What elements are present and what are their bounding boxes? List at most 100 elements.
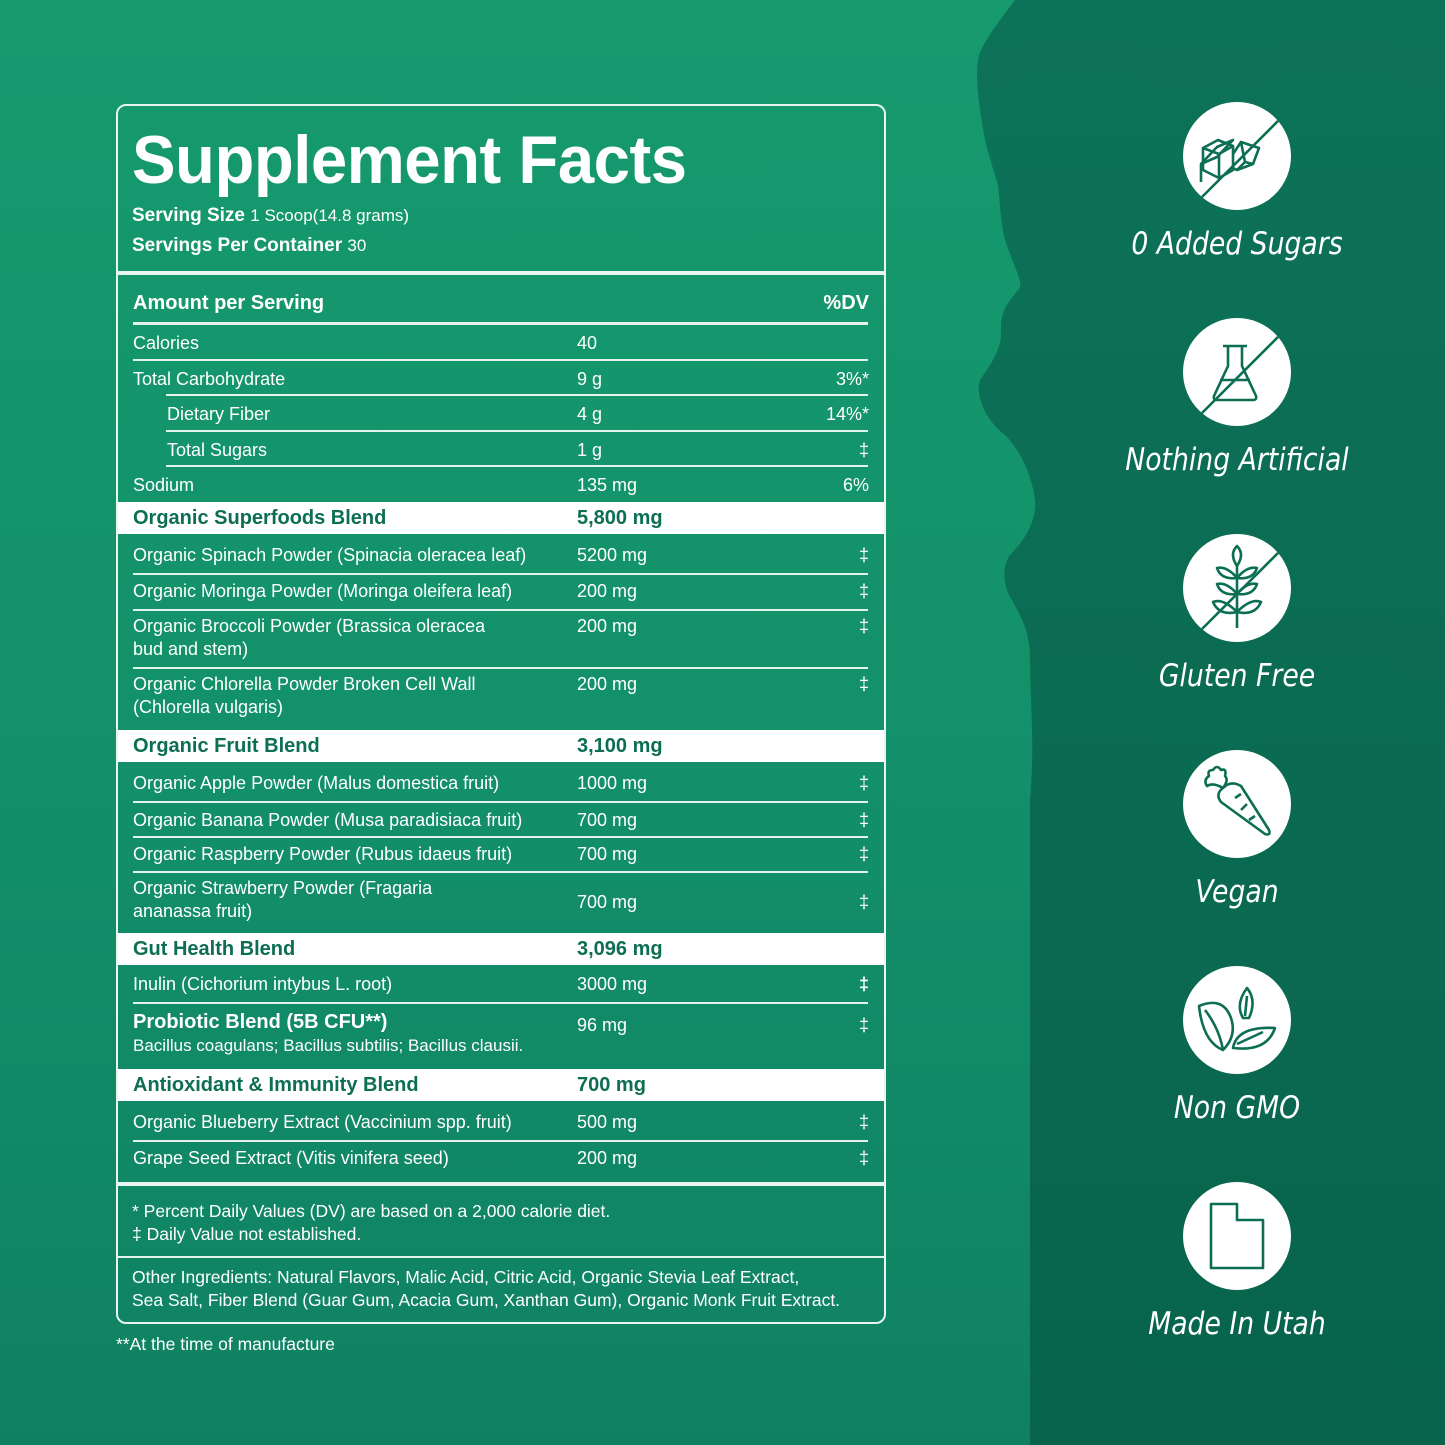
ingredient-dv: ‡ — [858, 810, 869, 830]
ingredient-name: Organic Broccoli Powder (Brassica olerac… — [133, 615, 485, 661]
ingredient-name-line1: Organic Strawberry Powder (Fragaria — [133, 878, 433, 898]
ingredient-name: Organic Apple Powder (Malus domestica fr… — [133, 773, 500, 793]
badge-non-gmo: Non GMO — [1087, 966, 1387, 1128]
ingredient-amount: 1000 mg — [577, 773, 648, 793]
nutrient-amount: 4 g — [577, 404, 603, 424]
badge-vegan: Vegan — [1087, 750, 1387, 912]
blend-amount: 3,100 mg — [577, 735, 663, 757]
blend-name: Organic Superfoods Blend — [133, 507, 387, 529]
ingredient-name: Organic Blueberry Extract (Vaccinium spp… — [133, 1112, 512, 1132]
badge-label: Gluten Free — [1158, 658, 1316, 694]
nutrient-amount: 9 g — [577, 369, 603, 389]
divider — [166, 465, 868, 467]
ingredient-dv: ‡ — [858, 892, 869, 912]
ingredient-dv: ‡ — [858, 581, 869, 601]
ingredient-name: Organic Moringa Powder (Moringa oleifera… — [133, 581, 513, 601]
serving-size-value: 1 Scoop(14.8 grams) — [250, 206, 410, 225]
dv-note: * Percent Daily Values (DV) are based on… — [132, 1201, 611, 1221]
badge-made-in-utah: Made In Utah — [1087, 1182, 1387, 1344]
badge-label: Non GMO — [1173, 1090, 1301, 1126]
carrot-icon — [1183, 750, 1291, 858]
nutrient-name: Calories — [133, 333, 200, 353]
nutrient-dv: ‡ — [858, 440, 869, 460]
servings-per-container-label: Servings Per Container — [132, 235, 343, 256]
divider — [133, 801, 868, 803]
ingredient-name: Organic Chlorella Powder Broken Cell Wal… — [133, 673, 475, 719]
nutrient-name: Total Carbohydrate — [133, 369, 286, 389]
ingredient-name: Organic Banana Powder (Musa paradisiaca … — [133, 810, 523, 830]
divider — [133, 836, 868, 838]
dv-header-label: %DV — [823, 292, 869, 314]
dv-footnote: * Percent Daily Values (DV) are based on… — [132, 1200, 610, 1246]
ingredient-amount: 3000 mg — [577, 974, 648, 994]
ingredient-dv: ‡ — [858, 1112, 869, 1132]
ingredient-amount: 96 mg — [577, 1015, 628, 1035]
ingredient-dv: ‡ — [858, 616, 869, 636]
blend-name: Gut Health Blend — [133, 938, 296, 960]
other-ingredients-line2: Sea Salt, Fiber Blend (Guar Gum, Acacia … — [132, 1290, 841, 1310]
nutrient-amount: 1 g — [577, 440, 603, 460]
ingredient-name: Organic Spinach Powder (Spinacia olerace… — [133, 545, 527, 565]
ingredient-dv: ‡ — [858, 1015, 869, 1035]
divider — [133, 359, 868, 361]
blend-amount: 700 mg — [577, 1074, 646, 1096]
nutrient-name: Total Sugars — [167, 440, 268, 460]
badge-label: Made In Utah — [1148, 1306, 1326, 1342]
ingredient-name-line2: ananassa fruit) — [133, 901, 253, 921]
other-ingredients-line1: Other Ingredients: Natural Flavors, Mali… — [132, 1267, 800, 1287]
ingredient-name-line2: bud and stem) — [133, 639, 249, 659]
ingredient-amount: 200 mg — [577, 674, 638, 694]
serving-size-label: Serving Size — [132, 205, 245, 226]
divider — [166, 430, 868, 432]
divider — [133, 1002, 868, 1004]
ingredient-name: Probiotic Blend (5B CFU**) Bacillus coag… — [133, 1011, 523, 1057]
ingredient-amount: 200 mg — [577, 581, 638, 601]
nutrient-dv: 6% — [842, 475, 869, 495]
supplement-facts-panel: Supplement Facts Serving Size 1 Scoop(14… — [116, 104, 886, 1324]
ingredient-name: Organic Strawberry Powder (Fragaria anan… — [133, 877, 432, 923]
ingredient-name: Inulin (Cichorium intybus L. root) — [133, 974, 393, 994]
badge-nothing-artificial: Nothing Artificial — [1087, 318, 1387, 480]
ingredient-amount: 5200 mg — [577, 545, 648, 565]
leaves-icon — [1183, 966, 1291, 1074]
divider — [166, 394, 868, 396]
serving-size: Serving Size 1 Scoop(14.8 grams) — [132, 204, 409, 228]
blend-name: Organic Fruit Blend — [133, 735, 320, 757]
dagger-note: ‡ Daily Value not established. — [132, 1224, 362, 1244]
ingredient-dv: ‡ — [858, 674, 869, 694]
servings-per-container: Servings Per Container 30 — [132, 234, 366, 258]
badge-label: 0 Added Sugars — [1131, 226, 1343, 262]
no-wheat-icon — [1183, 534, 1291, 642]
badge-no-added-sugars: 0 Added Sugars — [1087, 102, 1387, 264]
nutrient-name: Sodium — [133, 475, 195, 495]
ingredient-name-line2: (Chlorella vulgaris) — [133, 697, 284, 717]
divider — [118, 1256, 884, 1258]
ingredient-amount: 700 mg — [577, 892, 638, 912]
blend-amount: 3,096 mg — [577, 938, 663, 960]
divider — [118, 271, 884, 275]
other-ingredients: Other Ingredients: Natural Flavors, Mali… — [132, 1266, 840, 1312]
panel-title: Supplement Facts — [132, 122, 687, 198]
ingredient-name-line1: Organic Broccoli Powder (Brassica olerac… — [133, 616, 486, 636]
utah-state-icon — [1183, 1182, 1291, 1290]
no-sugar-cubes-icon — [1183, 102, 1291, 210]
no-flask-icon — [1183, 318, 1291, 426]
divider — [133, 1140, 868, 1142]
ingredient-dv: ‡ — [858, 1148, 869, 1168]
ingredient-name-line1: Organic Chlorella Powder Broken Cell Wal… — [133, 674, 476, 694]
blend-header-antioxidant: Antioxidant & Immunity Blend 700 mg — [118, 1069, 884, 1101]
ingredient-amount: 700 mg — [577, 810, 638, 830]
nutrient-dv: 3%* — [835, 369, 869, 389]
nutrient-amount: 40 — [577, 333, 598, 353]
blend-header-fruit: Organic Fruit Blend 3,100 mg — [118, 730, 884, 762]
ingredient-dv: ‡ — [858, 844, 869, 864]
blend-header-superfoods: Organic Superfoods Blend 5,800 mg — [118, 502, 884, 534]
ingredient-amount: 200 mg — [577, 1148, 638, 1168]
ingredient-amount: 200 mg — [577, 616, 638, 636]
nutrient-dv: 14%* — [825, 404, 869, 424]
ingredient-dv: ‡ — [858, 545, 869, 565]
badge-gluten-free: Gluten Free — [1087, 534, 1387, 696]
divider — [133, 322, 868, 325]
divider — [133, 573, 868, 575]
manufacture-note: **At the time of manufacture — [116, 1334, 335, 1354]
